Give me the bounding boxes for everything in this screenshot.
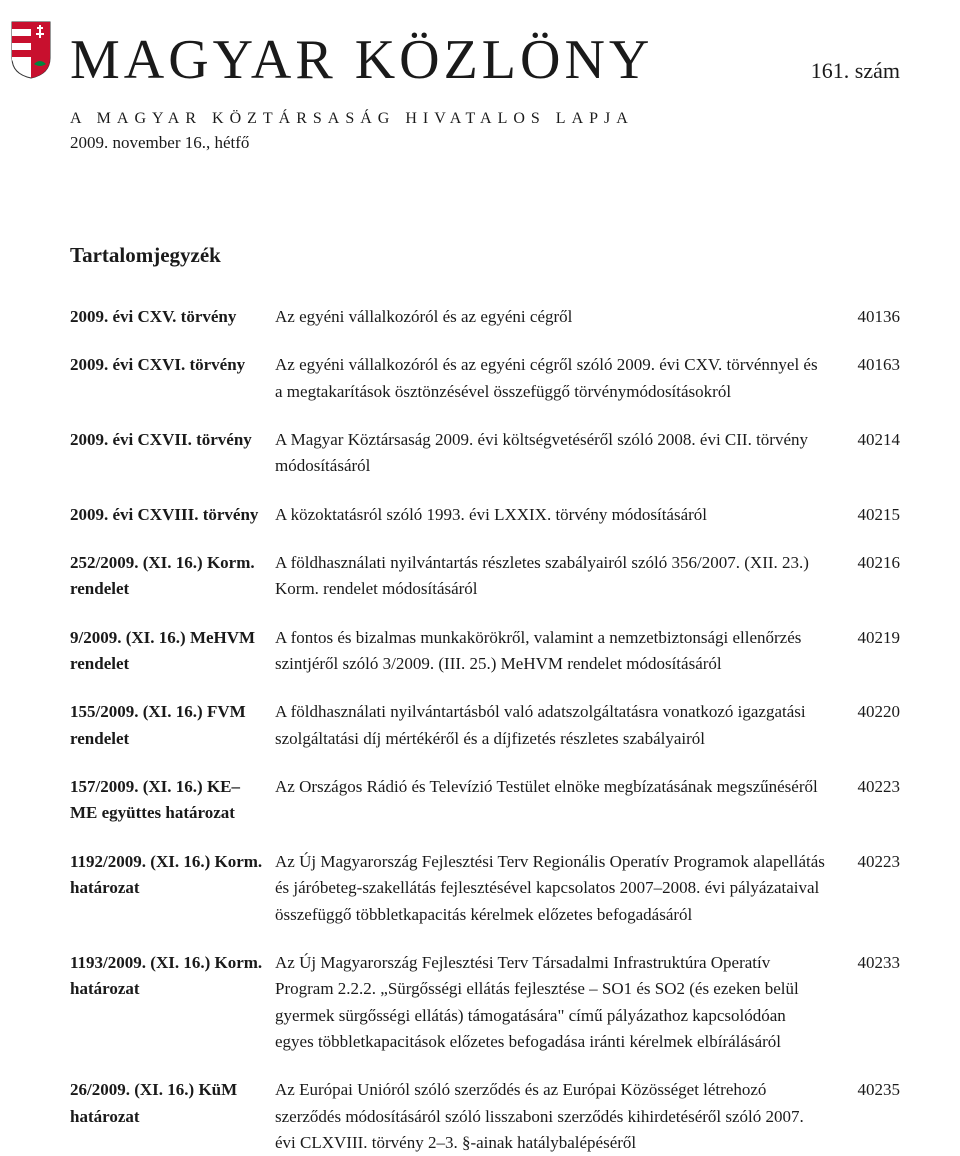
toc-entry-page: 40216	[842, 550, 900, 603]
toc-row: 2009. évi CXVII. törvényA Magyar Köztárs…	[70, 427, 900, 480]
toc-entry-label: 1193/2009. (XI. 16.) Korm. határozat	[70, 950, 275, 1055]
toc-entry-page: 40219	[842, 625, 900, 678]
toc-heading: Tartalomjegyzék	[70, 243, 900, 268]
toc-entry-description: Az egyéni vállalkozóról és az egyéni cég…	[275, 352, 842, 405]
toc-entry-description: A fontos és bizalmas munkakörökről, vala…	[275, 625, 842, 678]
toc-entry-label: 2009. évi CXVIII. törvény	[70, 502, 275, 528]
toc-entry-page: 40214	[842, 427, 900, 480]
header-row: MAGYAR KÖZLÖNY 161. szám	[70, 28, 900, 92]
toc-entry-page: 40215	[842, 502, 900, 528]
issue-date: 2009. november 16., hétfő	[70, 133, 900, 153]
toc-entry-description: Az Országos Rádió és Televízió Testület …	[275, 774, 842, 827]
toc-entry-label: 2009. évi CXVII. törvény	[70, 427, 275, 480]
toc-entry-label: 2009. évi CXVI. törvény	[70, 352, 275, 405]
toc-entry-description: A földhasználati nyilvántartásból való a…	[275, 699, 842, 752]
toc-entry-page: 40136	[842, 304, 900, 330]
toc-entry-description: A közoktatásról szóló 1993. évi LXXIX. t…	[275, 502, 842, 528]
coat-of-arms	[10, 20, 52, 85]
toc-row: 252/2009. (XI. 16.) Korm. rendeletA föld…	[70, 550, 900, 603]
toc-entry-label: 26/2009. (XI. 16.) KüM határozat	[70, 1077, 275, 1156]
toc-entry-description: A Magyar Köztársaság 2009. évi költségve…	[275, 427, 842, 480]
toc-list: 2009. évi CXV. törvényAz egyéni vállalko…	[70, 304, 900, 1156]
toc-entry-description: A földhasználati nyilvántartás részletes…	[275, 550, 842, 603]
toc-row: 155/2009. (XI. 16.) FVM rendeletA földha…	[70, 699, 900, 752]
toc-row: 26/2009. (XI. 16.) KüM határozatAz Európ…	[70, 1077, 900, 1156]
toc-entry-label: 252/2009. (XI. 16.) Korm. rendelet	[70, 550, 275, 603]
toc-entry-description: Az egyéni vállalkozóról és az egyéni cég…	[275, 304, 842, 330]
toc-entry-page: 40235	[842, 1077, 900, 1156]
toc-entry-label: 155/2009. (XI. 16.) FVM rendelet	[70, 699, 275, 752]
toc-entry-label: 2009. évi CXV. törvény	[70, 304, 275, 330]
toc-entry-description: Az Új Magyarország Fejlesztési Terv Regi…	[275, 849, 842, 928]
toc-entry-page: 40223	[842, 774, 900, 827]
masthead-title: MAGYAR KÖZLÖNY	[70, 28, 653, 92]
toc-entry-label: 1192/2009. (XI. 16.) Korm. határozat	[70, 849, 275, 928]
toc-entry-description: Az Új Magyarország Fejlesztési Terv Társ…	[275, 950, 842, 1055]
toc-entry-page: 40223	[842, 849, 900, 928]
toc-row: 9/2009. (XI. 16.) MeHVM rendeletA fontos…	[70, 625, 900, 678]
toc-row: 2009. évi CXVI. törvényAz egyéni vállalk…	[70, 352, 900, 405]
toc-row: 1193/2009. (XI. 16.) Korm. határozatAz Ú…	[70, 950, 900, 1055]
toc-row: 2009. évi CXV. törvényAz egyéni vállalko…	[70, 304, 900, 330]
toc-row: 2009. évi CXVIII. törvényA közoktatásról…	[70, 502, 900, 528]
toc-entry-page: 40163	[842, 352, 900, 405]
toc-entry-page: 40220	[842, 699, 900, 752]
publication-subtitle: A MAGYAR KÖZTÁRSASÁG HIVATALOS LAPJA	[70, 110, 900, 128]
toc-entry-description: Az Európai Unióról szóló szerződés és az…	[275, 1077, 842, 1156]
toc-entry-page: 40233	[842, 950, 900, 1055]
toc-row: 157/2009. (XI. 16.) KE–ME együttes határ…	[70, 774, 900, 827]
toc-row: 1192/2009. (XI. 16.) Korm. határozatAz Ú…	[70, 849, 900, 928]
toc-entry-label: 157/2009. (XI. 16.) KE–ME együttes határ…	[70, 774, 275, 827]
issue-number: 161. szám	[811, 58, 900, 84]
toc-entry-label: 9/2009. (XI. 16.) MeHVM rendelet	[70, 625, 275, 678]
